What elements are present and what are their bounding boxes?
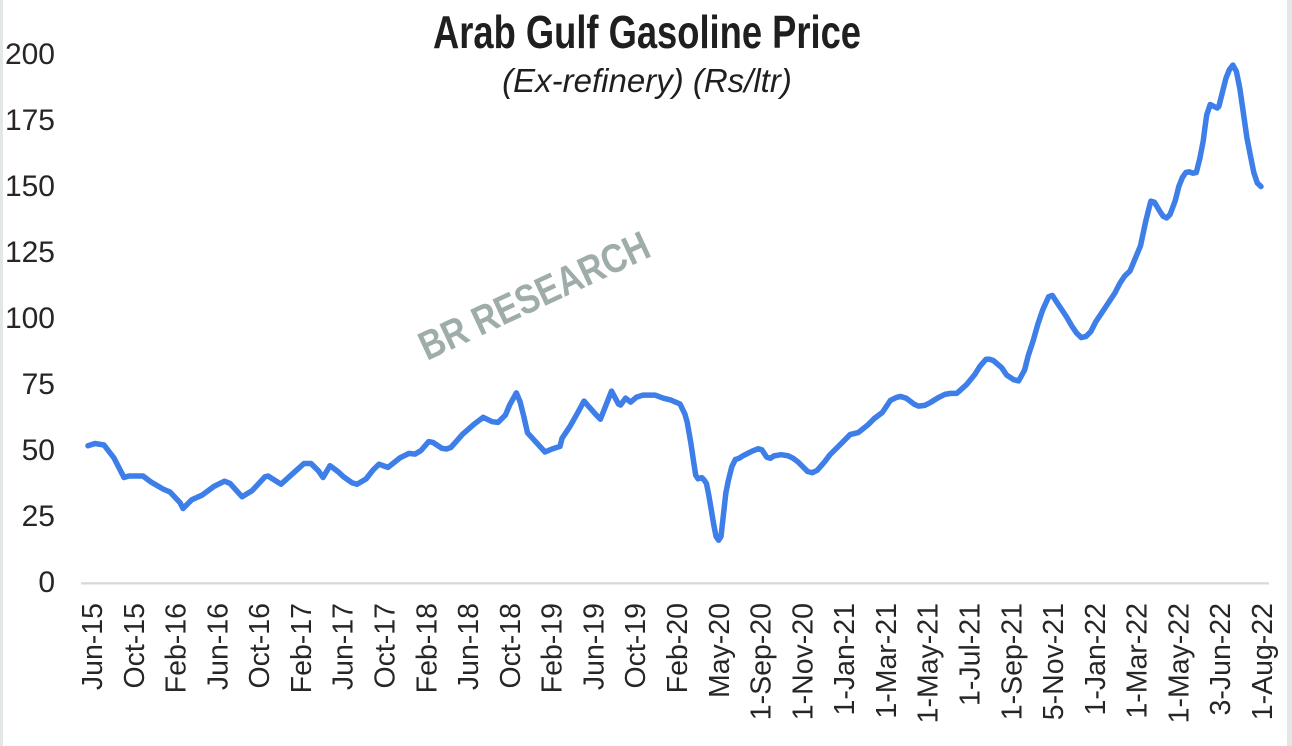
svg-text:75: 75	[22, 368, 55, 401]
svg-text:150: 150	[5, 170, 55, 203]
svg-text:5-Nov-21: 5-Nov-21	[1038, 603, 1070, 720]
svg-text:Feb-17: Feb-17	[286, 603, 318, 693]
svg-text:Jun-17: Jun-17	[328, 603, 360, 690]
svg-text:25: 25	[22, 500, 55, 533]
svg-text:200: 200	[5, 38, 55, 71]
svg-text:Jun-18: Jun-18	[453, 603, 485, 690]
svg-text:Oct-16: Oct-16	[244, 603, 276, 689]
svg-text:1-Aug-22: 1-Aug-22	[1247, 603, 1279, 720]
svg-text:Oct-19: Oct-19	[620, 603, 652, 689]
svg-text:Feb-20: Feb-20	[662, 603, 694, 693]
svg-text:Feb-19: Feb-19	[537, 603, 569, 693]
svg-text:Jun-19: Jun-19	[578, 603, 610, 690]
svg-text:Arab Gulf Gasoline Price: Arab Gulf Gasoline Price	[433, 6, 861, 58]
svg-text:100: 100	[5, 302, 55, 335]
svg-text:50: 50	[22, 434, 55, 467]
svg-text:125: 125	[5, 236, 55, 269]
svg-text:1-Jan-21: 1-Jan-21	[829, 603, 861, 715]
svg-text:1-Mar-21: 1-Mar-21	[871, 603, 903, 719]
svg-text:1-Sep-21: 1-Sep-21	[996, 603, 1028, 720]
svg-text:Oct-17: Oct-17	[370, 603, 402, 689]
svg-text:1-Jan-22: 1-Jan-22	[1080, 603, 1112, 715]
svg-text:Feb-18: Feb-18	[411, 603, 443, 693]
svg-text:1-May-22: 1-May-22	[1163, 603, 1195, 723]
svg-text:1-Nov-20: 1-Nov-20	[787, 603, 819, 720]
svg-text:Jun-15: Jun-15	[77, 603, 109, 690]
svg-text:May-20: May-20	[704, 603, 736, 698]
svg-text:Feb-16: Feb-16	[161, 603, 193, 693]
svg-text:1-Jul-21: 1-Jul-21	[955, 603, 987, 706]
svg-text:Jun-16: Jun-16	[202, 603, 234, 690]
svg-text:Oct-15: Oct-15	[119, 603, 151, 689]
svg-text:1-May-21: 1-May-21	[913, 603, 945, 723]
svg-text:3-Jun-22: 3-Jun-22	[1205, 603, 1237, 715]
svg-text:175: 175	[5, 104, 55, 137]
svg-text:1-Sep-20: 1-Sep-20	[746, 603, 778, 720]
svg-text:1-Mar-22: 1-Mar-22	[1122, 603, 1154, 719]
svg-text:0: 0	[38, 566, 55, 599]
svg-text:Oct-18: Oct-18	[495, 603, 527, 689]
svg-text:(Ex-refinery) (Rs/ltr): (Ex-refinery) (Rs/ltr)	[502, 62, 792, 99]
